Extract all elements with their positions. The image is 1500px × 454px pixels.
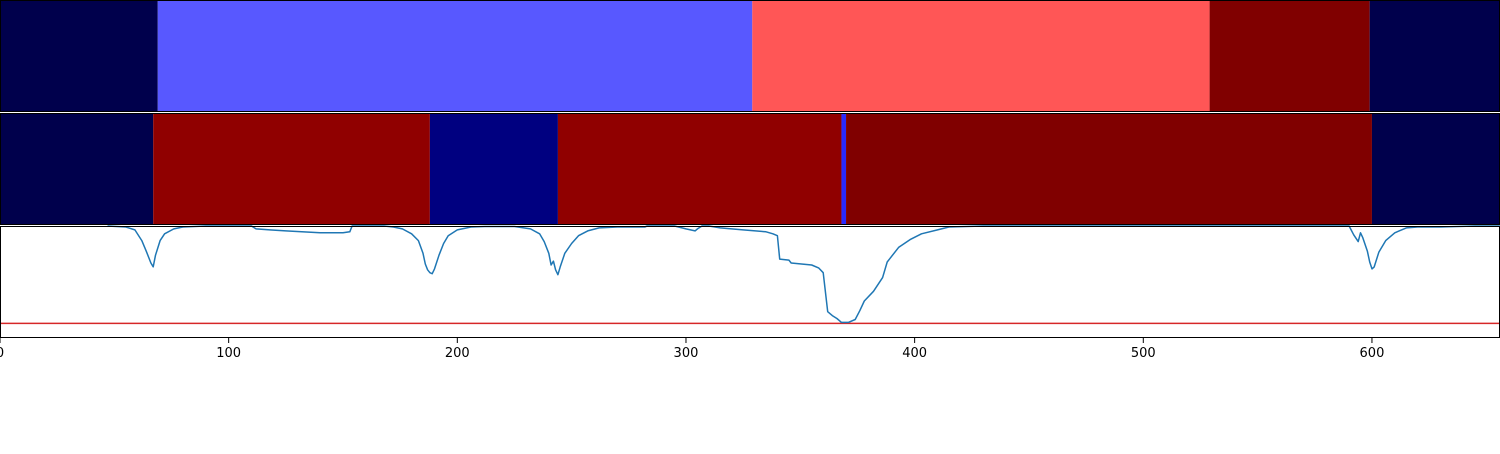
state-strip-middle — [0, 113, 1500, 225]
heatmap-segment — [0, 0, 158, 112]
x-tick-label: 0 — [0, 346, 4, 361]
heatmap-segment — [1372, 113, 1500, 225]
heatmap-segment — [841, 113, 846, 225]
x-tick-label: 600 — [1360, 346, 1385, 361]
heatmap-segment — [558, 113, 842, 225]
heatmap-segment — [752, 0, 1209, 112]
heatmap-segment — [846, 113, 1372, 225]
plot-area — [0, 226, 1500, 338]
x-tick-label: 500 — [1131, 346, 1156, 361]
signal-line-panel — [0, 226, 1500, 338]
heatmap-segment — [158, 0, 753, 112]
heatmap-segment — [0, 113, 153, 225]
x-axis: 0 100 200 300 400 500 600 — [0, 338, 1384, 361]
x-tick-label: 100 — [216, 346, 241, 361]
x-tick-label: 200 — [445, 346, 470, 361]
x-tick-label: 300 — [674, 346, 699, 361]
heatmap-segment — [430, 113, 558, 225]
heatmap-segment — [1370, 0, 1500, 112]
heatmap-segment — [1210, 0, 1370, 112]
heatmap-segment — [153, 113, 430, 225]
state-strip-top — [0, 0, 1500, 112]
x-tick-label: 400 — [902, 346, 927, 361]
